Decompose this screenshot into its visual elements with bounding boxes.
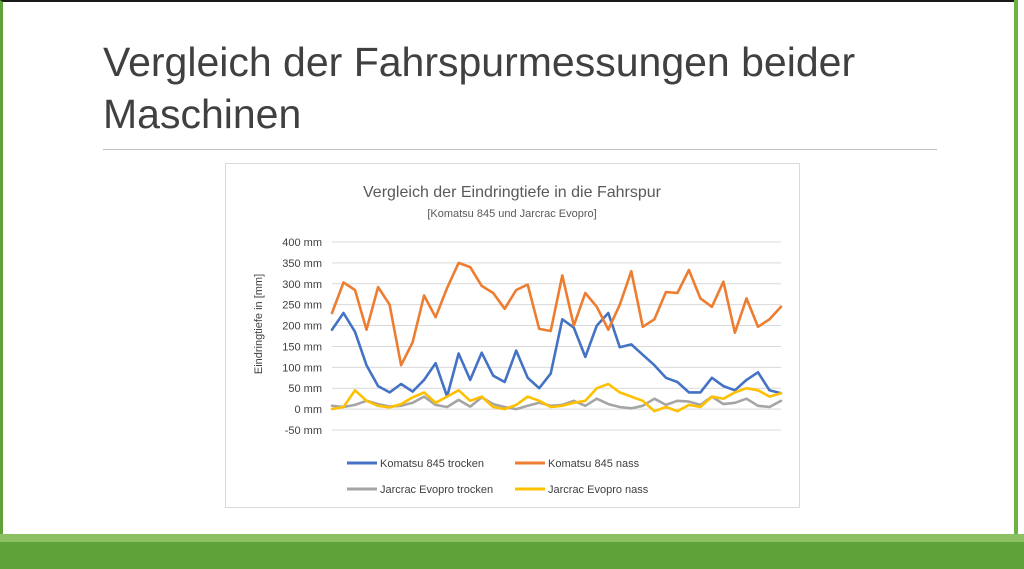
y-tick-label: 350 mm <box>282 258 322 270</box>
y-tick-label: 150 mm <box>282 341 322 353</box>
legend: Komatsu 845 trocken Komatsu 845 nass Jarcr… <box>347 458 649 496</box>
y-tick-label: 50 mm <box>288 383 322 395</box>
y-tick-label: 200 mm <box>282 321 322 333</box>
legend-entry: Jarcrac Evopro trocken <box>380 484 493 496</box>
y-tick-label: 0 mm <box>295 404 323 416</box>
y-tick-label: 250 mm <box>282 300 322 312</box>
footer-band <box>0 534 1024 569</box>
y-tick-labels: 400 mm 350 mm 300 mm 250 mm 200 mm 150 mm 100 … <box>282 237 322 437</box>
series-lines <box>330 261 783 413</box>
right-edge-strip <box>1014 0 1024 534</box>
y-tick-label: 100 mm <box>282 362 322 374</box>
series-line-1 <box>330 261 783 367</box>
legend-entry: Jarcrac Evopro nass <box>548 484 649 496</box>
y-tick-label: 400 mm <box>282 237 322 249</box>
series-line-0 <box>330 311 783 398</box>
series-line-3 <box>330 382 783 413</box>
line-chart: Vergleich der Eindringtiefe in die Fahrs… <box>253 184 783 496</box>
chart-frame: Vergleich der Eindringtiefe in die Fahrs… <box>225 163 800 508</box>
chart-subtitle: [Komatsu 845 und Jarcrac Evopro] <box>427 208 596 220</box>
y-tick-label: 300 mm <box>282 279 322 291</box>
chart-title: Vergleich der Eindringtiefe in die Fahrs… <box>363 184 662 201</box>
slide-title: Vergleich der Fahrspurmessungen beider M… <box>103 39 856 137</box>
title-divider <box>103 149 937 150</box>
footer-band-highlight <box>0 534 1024 542</box>
y-axis-label: Eindringtiefe in [mm] <box>253 274 265 374</box>
legend-entry: Komatsu 845 nass <box>548 458 640 470</box>
grid-lines <box>332 241 781 431</box>
y-tick-label: -50 mm <box>285 425 322 437</box>
legend-entry: Komatsu 845 trocken <box>380 458 484 470</box>
